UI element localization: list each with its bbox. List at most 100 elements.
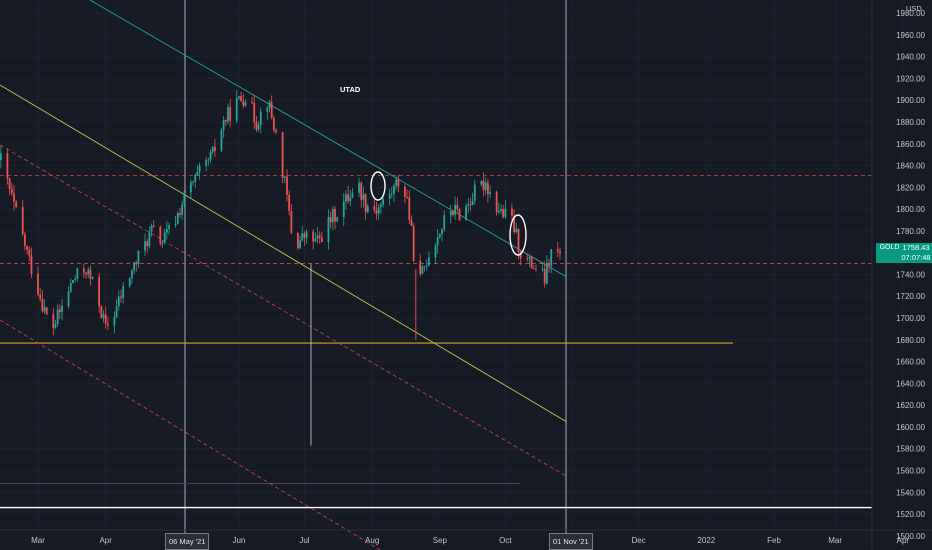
candle-body — [152, 225, 155, 227]
symbol-label: GOLD — [879, 244, 900, 251]
x-marker-nov-label: 01 Nov '21 — [553, 537, 589, 546]
candle-body — [421, 266, 424, 274]
candle-body — [224, 119, 227, 122]
candle-body — [410, 219, 413, 227]
candle-body — [122, 286, 125, 299]
red-dashed-channel-1 — [0, 144, 567, 477]
y-tick-label: 1560.00 — [896, 466, 925, 475]
candle-body — [37, 273, 39, 295]
candle-body — [13, 193, 15, 202]
current-price-badge: 1758.43 07:07:48 — [900, 243, 932, 263]
candle-body — [28, 249, 31, 256]
candle-body — [91, 277, 94, 279]
y-tick-label: 1900.00 — [896, 96, 925, 105]
candle-body — [513, 215, 516, 232]
candle-body — [382, 198, 384, 205]
y-tick-label: 1960.00 — [896, 31, 925, 40]
y-tick-label: 1580.00 — [896, 445, 925, 454]
candle-body — [266, 107, 269, 112]
time-axis[interactable]: Mar Apr Jun Jul Aug Sep Oct Dec 2022 Feb Mar Apr — [0, 529, 932, 545]
ellipse-oct — [509, 214, 527, 256]
candle-body — [288, 194, 291, 212]
candle-body — [379, 204, 382, 208]
y-tick-label: 1780.00 — [896, 227, 925, 236]
candle-body — [222, 119, 225, 130]
candle-body — [238, 96, 240, 99]
candle-body — [438, 234, 441, 237]
x-marker-may: 06 May '21 — [165, 533, 210, 550]
candle-body — [192, 181, 194, 183]
utad-annotation: UTAD — [340, 85, 361, 94]
candle-body — [189, 182, 192, 193]
candle-body — [168, 225, 170, 230]
candle-body — [253, 102, 256, 123]
candle-body — [174, 224, 177, 226]
candle-body — [270, 102, 273, 118]
candle-body — [511, 208, 513, 216]
current-price: 1758.43 — [902, 243, 930, 252]
candle-body — [146, 241, 149, 247]
y-tick-label: 1620.00 — [896, 401, 925, 410]
grid — [0, 0, 904, 537]
candle-body — [100, 306, 103, 318]
ellipse-aug — [370, 171, 386, 201]
candle-body — [45, 307, 48, 315]
candle-body — [305, 231, 308, 238]
y-tick-label: 1940.00 — [896, 53, 925, 62]
candle-body — [131, 270, 133, 279]
countdown: 07:07:48 — [901, 253, 931, 262]
candle-body — [113, 316, 116, 326]
candle-body — [530, 256, 533, 269]
candle-body — [211, 146, 214, 153]
candle-body — [161, 242, 164, 244]
candle-body — [272, 117, 275, 131]
candle-body — [314, 238, 317, 242]
candle-body — [336, 217, 339, 222]
candle-body — [334, 208, 336, 222]
y-tick-label: 1520.00 — [896, 510, 925, 519]
candle-body — [61, 305, 63, 312]
x-tick-label: Jun — [232, 536, 245, 545]
candle-body — [436, 236, 439, 246]
x-tick-label: Apr — [99, 536, 112, 545]
price-axis[interactable]: 1980.00 1960.00 1940.00 1920.00 1900.00 1880.… — [871, 0, 926, 550]
currency-label: USD — [906, 4, 922, 13]
y-tick-label: 1600.00 — [896, 423, 925, 432]
candle-body — [517, 229, 520, 252]
candle-body — [408, 197, 411, 220]
candle-body — [377, 207, 380, 214]
candle-body — [257, 125, 260, 130]
candle-body — [194, 175, 197, 182]
candle-body — [425, 265, 428, 267]
candle-body — [329, 217, 332, 223]
candle-body — [395, 179, 398, 186]
candle-body — [39, 294, 42, 300]
candle-body — [198, 165, 201, 173]
candle-body — [115, 306, 118, 317]
x-tick-label: Dec — [631, 536, 645, 545]
red-dashed-channel-2 — [0, 319, 381, 550]
candle-body — [176, 213, 179, 225]
candle-body — [397, 179, 400, 187]
candle-body — [106, 323, 109, 326]
candle-body — [286, 176, 288, 195]
candle-body — [299, 240, 301, 249]
ellipse-markers — [370, 171, 527, 256]
y-tick-label: 1500.00 — [896, 532, 925, 541]
candle-body — [456, 204, 459, 210]
candle-body — [366, 205, 369, 213]
candle-body — [259, 111, 262, 126]
candle-body — [104, 314, 107, 324]
symbol-badge: GOLD — [876, 243, 903, 263]
candle-body — [480, 181, 483, 185]
x-tick-label: Apr — [897, 536, 910, 545]
candle-body — [163, 232, 166, 243]
candle-body — [528, 256, 531, 259]
candle-body — [128, 278, 131, 287]
candle-body — [321, 237, 323, 243]
candle-body — [358, 182, 360, 193]
trend-drawings — [0, 0, 872, 550]
candle-body — [526, 258, 529, 259]
